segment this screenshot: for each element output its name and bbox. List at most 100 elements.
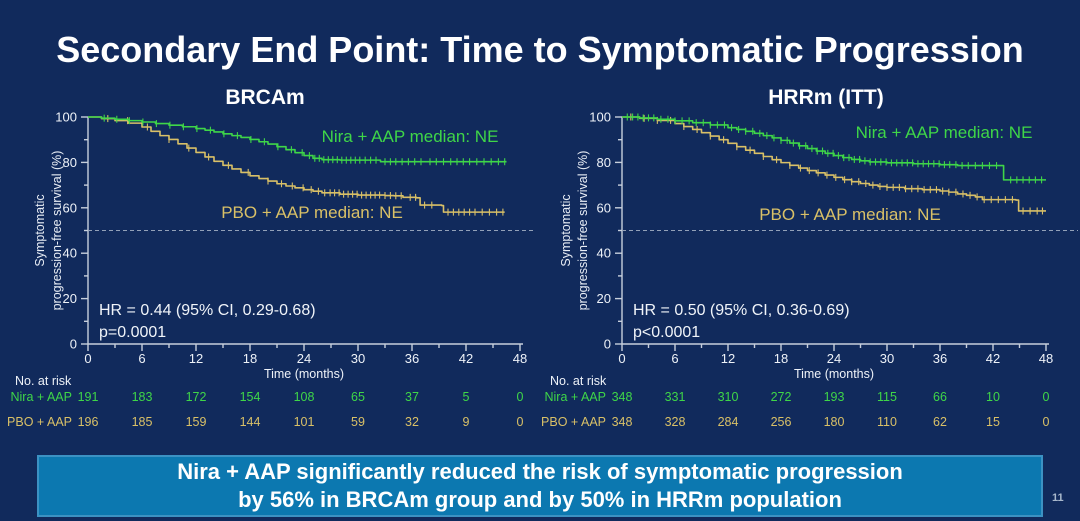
risk-table-heading: No. at risk <box>15 374 72 388</box>
x-axis-label: Time (months) <box>794 367 874 381</box>
x-tick-label: 24 <box>827 351 841 366</box>
risk-count: 110 <box>877 415 897 429</box>
risk-row-label: Nira + AAP <box>545 390 607 404</box>
censor-marks-nira-aap <box>626 113 1043 184</box>
censor-marks-pbo-aap <box>630 113 1044 215</box>
risk-count: 10 <box>986 390 1000 404</box>
risk-count: 65 <box>351 390 365 404</box>
y-tick-label: 0 <box>604 337 611 352</box>
p-value-annotation: p=0.0001 <box>99 324 166 341</box>
risk-count: 159 <box>186 415 207 429</box>
km-chart-brcam: 0 20 40 60 80 100 0 6 12 18 24 30 36 42 48 Time (months… <box>7 110 533 429</box>
y-tick-label: 60 <box>63 200 77 215</box>
slide-title: Secondary End Point: Time to Symptomatic… <box>56 29 1024 71</box>
risk-count: 115 <box>877 390 897 404</box>
page-number: 11 <box>1052 492 1064 504</box>
x-tick-label: 30 <box>880 351 894 366</box>
summary-banner-line1: Nira + AAP significantly reduced the ris… <box>177 459 903 484</box>
x-axis-label: Time (months) <box>264 367 344 381</box>
risk-count: 172 <box>186 390 207 404</box>
p-value-annotation: p<0.0001 <box>633 324 700 341</box>
risk-count: 37 <box>405 390 419 404</box>
risk-count: 193 <box>824 390 845 404</box>
km-curve-nira-aap <box>88 116 507 163</box>
risk-count: 310 <box>718 390 739 404</box>
risk-row-label: Nira + AAP <box>11 390 73 404</box>
risk-count: 108 <box>294 390 315 404</box>
y-tick-label: 20 <box>63 291 77 306</box>
y-tick-label: 0 <box>70 337 77 352</box>
risk-count: 154 <box>240 390 261 404</box>
x-tick-label: 36 <box>405 351 419 366</box>
y-axis-label: Symptomatic <box>559 194 573 266</box>
x-tick-label: 36 <box>933 351 947 366</box>
chart-title-brcam: BRCAm <box>225 86 305 109</box>
y-tick-label: 100 <box>589 110 611 125</box>
risk-count: 183 <box>132 390 153 404</box>
summary-banner: Nira + AAP significantly reduced the ris… <box>37 455 1043 517</box>
risk-count: 256 <box>771 415 792 429</box>
y-axis-label: progression-free survival (%) <box>576 151 590 311</box>
hr-annotation: HR = 0.44 (95% CI, 0.29-0.68) <box>99 302 316 319</box>
risk-count: 348 <box>612 415 633 429</box>
km-curve-pbo-aap <box>622 116 1046 212</box>
risk-count: 62 <box>933 415 947 429</box>
x-tick-label: 0 <box>84 351 91 366</box>
risk-count: 0 <box>1043 390 1050 404</box>
x-tick-label: 6 <box>671 351 678 366</box>
x-tick-label: 30 <box>351 351 365 366</box>
risk-count: 0 <box>517 390 524 404</box>
x-tick-label: 12 <box>189 351 203 366</box>
risk-count: 144 <box>240 415 261 429</box>
x-tick-label: 6 <box>138 351 145 366</box>
risk-count: 9 <box>463 415 470 429</box>
median-label-nira-aap: Nira + AAP median: NE <box>856 123 1033 142</box>
risk-count: 185 <box>132 415 153 429</box>
x-tick-label: 48 <box>513 351 527 366</box>
risk-table-heading: No. at risk <box>550 374 607 388</box>
x-tick-label: 12 <box>721 351 735 366</box>
risk-count: 66 <box>933 390 947 404</box>
x-tick-label: 48 <box>1039 351 1053 366</box>
y-tick-label: 40 <box>597 246 611 261</box>
y-axis-label: progression-free survival (%) <box>50 151 64 311</box>
risk-count: 32 <box>405 415 419 429</box>
y-tick-label: 20 <box>597 291 611 306</box>
risk-count: 0 <box>1043 415 1050 429</box>
x-tick-label: 42 <box>459 351 473 366</box>
risk-count: 59 <box>351 415 365 429</box>
km-curve-pbo-aap <box>88 116 505 213</box>
risk-count: 191 <box>78 390 99 404</box>
y-tick-label: 80 <box>597 155 611 170</box>
risk-row-label: PBO + AAP <box>541 415 606 429</box>
risk-count: 0 <box>517 415 524 429</box>
risk-count: 284 <box>718 415 739 429</box>
y-tick-label: 60 <box>597 200 611 215</box>
risk-count: 180 <box>824 415 845 429</box>
x-tick-label: 18 <box>774 351 788 366</box>
risk-count: 15 <box>986 415 1000 429</box>
censor-marks-nira-aap <box>103 114 506 166</box>
median-label-nira-aap: Nira + AAP median: NE <box>322 127 499 146</box>
risk-count: 331 <box>665 390 686 404</box>
x-tick-label: 0 <box>618 351 625 366</box>
y-tick-label: 40 <box>63 246 77 261</box>
x-tick-label: 24 <box>297 351 311 366</box>
censor-marks-pbo-aap <box>107 115 504 216</box>
summary-banner-line2: by 56% in BRCAm group and by 50% in HRRm… <box>238 487 842 512</box>
risk-count: 101 <box>294 415 315 429</box>
risk-count: 328 <box>665 415 686 429</box>
risk-row-label: PBO + AAP <box>7 415 72 429</box>
y-tick-label: 80 <box>63 155 77 170</box>
median-label-pbo-aap: PBO + AAP median: NE <box>759 205 941 224</box>
hr-annotation: HR = 0.50 (95% CI, 0.36-0.69) <box>633 302 850 319</box>
risk-count: 272 <box>771 390 792 404</box>
x-tick-label: 18 <box>243 351 257 366</box>
risk-count: 5 <box>463 390 470 404</box>
median-label-pbo-aap: PBO + AAP median: NE <box>221 203 403 222</box>
y-tick-label: 100 <box>55 110 77 125</box>
x-tick-label: 42 <box>986 351 1000 366</box>
chart-title-hrrm: HRRm (ITT) <box>768 86 884 109</box>
